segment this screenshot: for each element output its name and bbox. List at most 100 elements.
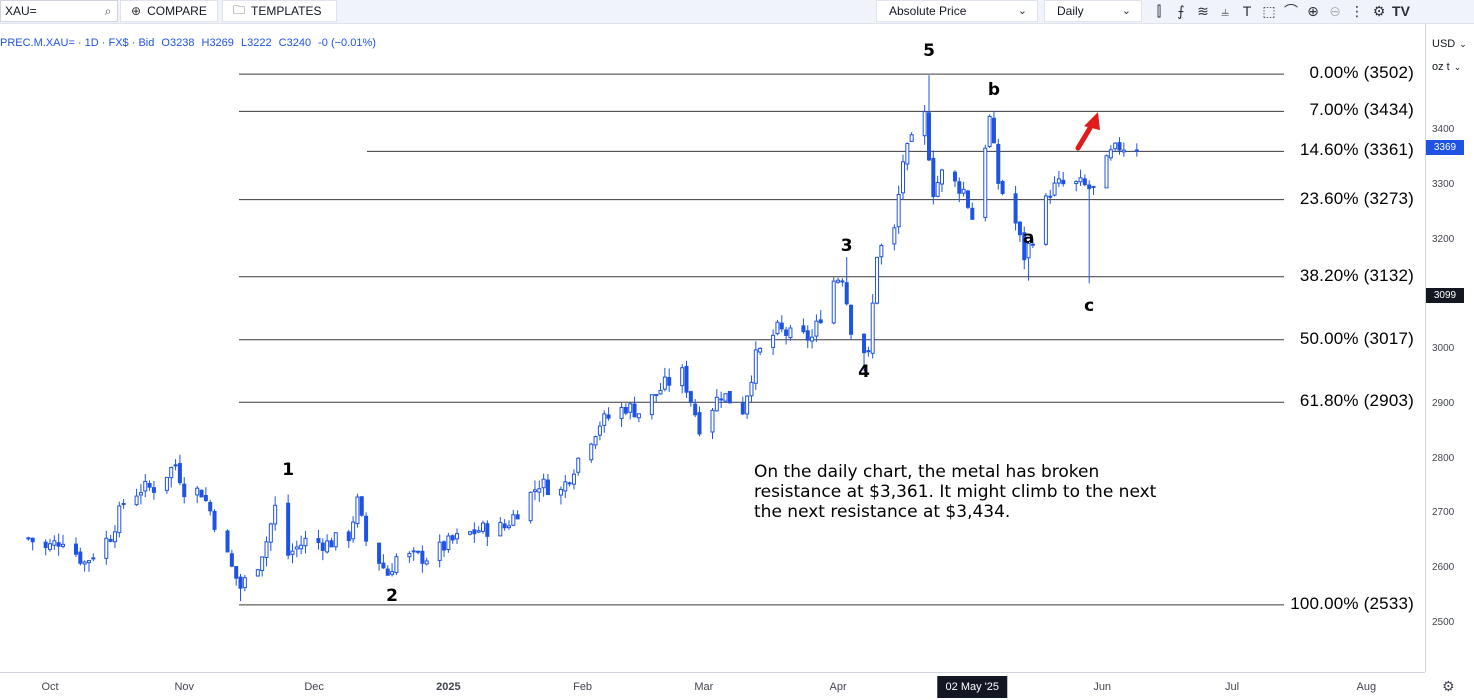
- x-tick-label: Mar: [694, 681, 714, 693]
- candle: [909, 132, 914, 142]
- studies-icon[interactable]: ≋: [1197, 2, 1209, 19]
- candle: [844, 257, 849, 306]
- candle: [1091, 185, 1096, 195]
- price-axis[interactable]: [1425, 24, 1474, 672]
- candle: [805, 325, 810, 349]
- y-tick-label: 2900: [1432, 397, 1455, 409]
- candle: [957, 177, 962, 203]
- candle: [1013, 185, 1018, 231]
- candle: [333, 532, 338, 551]
- candle: [255, 568, 260, 577]
- candle: [788, 324, 793, 341]
- candle: [836, 277, 841, 284]
- candle: [169, 466, 174, 488]
- more-icon[interactable]: ⋮: [1350, 2, 1364, 19]
- candle: [784, 326, 789, 345]
- candle: [1052, 176, 1057, 197]
- candle: [892, 224, 897, 251]
- zoom-in-icon[interactable]: ⊕: [1307, 2, 1319, 19]
- symbol-search[interactable]: XAU= ⌕: [0, 0, 118, 22]
- candle: [182, 477, 187, 504]
- candle: [558, 486, 563, 505]
- candle: [740, 396, 745, 416]
- candle: [810, 329, 815, 349]
- chevron-down-icon: ⌄: [1121, 5, 1131, 17]
- candle: [983, 144, 988, 222]
- candle: [901, 154, 906, 200]
- pattern-icon[interactable]: ⌒: [1284, 3, 1298, 19]
- chevron-down-icon: ⌄: [1453, 61, 1462, 72]
- fib-label: 50.00% (3017): [1299, 328, 1414, 348]
- tradingview-logo-icon[interactable]: TV: [1392, 3, 1410, 19]
- price-chart[interactable]: [0, 24, 1425, 672]
- indicators-icon[interactable]: ⨍: [1177, 2, 1185, 19]
- candle: [329, 537, 334, 548]
- candle: [325, 534, 330, 554]
- candle: [597, 421, 602, 441]
- x-tick-label: Jun: [1093, 681, 1112, 693]
- fib-lines: [239, 73, 1284, 606]
- candle: [446, 532, 451, 553]
- candle: [697, 406, 702, 437]
- candle: [390, 563, 395, 577]
- candle: [654, 393, 659, 403]
- crosshair-icon[interactable]: ⫨: [1221, 2, 1229, 19]
- legend-high: H3269: [201, 37, 234, 49]
- compare-button[interactable]: ⊕ COMPARE: [120, 0, 218, 22]
- zoom-out-icon[interactable]: ⊖: [1329, 2, 1341, 19]
- price-mode-value: Absolute Price: [889, 4, 967, 18]
- candle: [567, 481, 572, 487]
- candle: [86, 559, 91, 572]
- candle: [442, 540, 447, 557]
- annotation-note: On the daily chart, the metal has broken…: [754, 462, 1157, 522]
- unit-dropdown[interactable]: oz t ⌄: [1429, 58, 1471, 76]
- x-tick-label: Aug: [1356, 681, 1377, 693]
- wave-label: c: [1084, 296, 1095, 317]
- candle: [104, 530, 109, 565]
- candle: [996, 138, 1001, 190]
- candle: [576, 457, 581, 476]
- candle: [619, 402, 624, 427]
- candles-icon[interactable]: ⫿: [1156, 2, 1162, 19]
- candle: [481, 520, 485, 534]
- candle: [134, 488, 139, 506]
- candle: [831, 277, 836, 325]
- candle: [1043, 193, 1048, 246]
- candle: [636, 413, 641, 423]
- x-tick-label: Jul: [1225, 681, 1240, 693]
- symbol-input[interactable]: XAU=: [5, 4, 37, 18]
- candle: [623, 403, 628, 416]
- candle: [879, 243, 884, 265]
- candle: [935, 175, 940, 198]
- candle: [926, 75, 931, 162]
- candle: [60, 534, 65, 549]
- time-axis[interactable]: [0, 672, 1425, 700]
- last-price-tag: 3369: [1426, 139, 1464, 155]
- shapes-icon[interactable]: ⬚: [1262, 2, 1276, 19]
- price-mode-dropdown[interactable]: Absolute Price ⌄: [876, 0, 1038, 22]
- templates-button[interactable]: 🗀 TEMPLATES: [222, 0, 337, 22]
- candle: [758, 347, 763, 356]
- candle: [1117, 137, 1122, 155]
- candle: [394, 553, 399, 575]
- candle: [299, 535, 304, 555]
- candle: [355, 493, 360, 528]
- text-tool-icon[interactable]: T: [1242, 3, 1252, 19]
- candle: [862, 333, 867, 372]
- y-tick-label: 3400: [1432, 124, 1455, 135]
- interval-dropdown[interactable]: Daily ⌄: [1044, 0, 1142, 22]
- axis-settings-icon[interactable]: ⚙: [1442, 678, 1455, 694]
- search-icon[interactable]: ⌕: [104, 3, 112, 18]
- candle: [1074, 180, 1079, 192]
- currency-dropdown[interactable]: USD ⌄: [1429, 35, 1471, 53]
- candle: [303, 530, 308, 554]
- candle: [658, 382, 663, 395]
- y-tick-label: 3000: [1432, 343, 1455, 355]
- candle: [208, 499, 213, 516]
- settings-icon[interactable]: ⚙: [1372, 2, 1386, 19]
- x-tick-label: Nov: [174, 681, 194, 693]
- candle: [1026, 241, 1031, 281]
- candle: [476, 526, 481, 533]
- interval-value: Daily: [1057, 4, 1084, 18]
- candle: [151, 480, 156, 500]
